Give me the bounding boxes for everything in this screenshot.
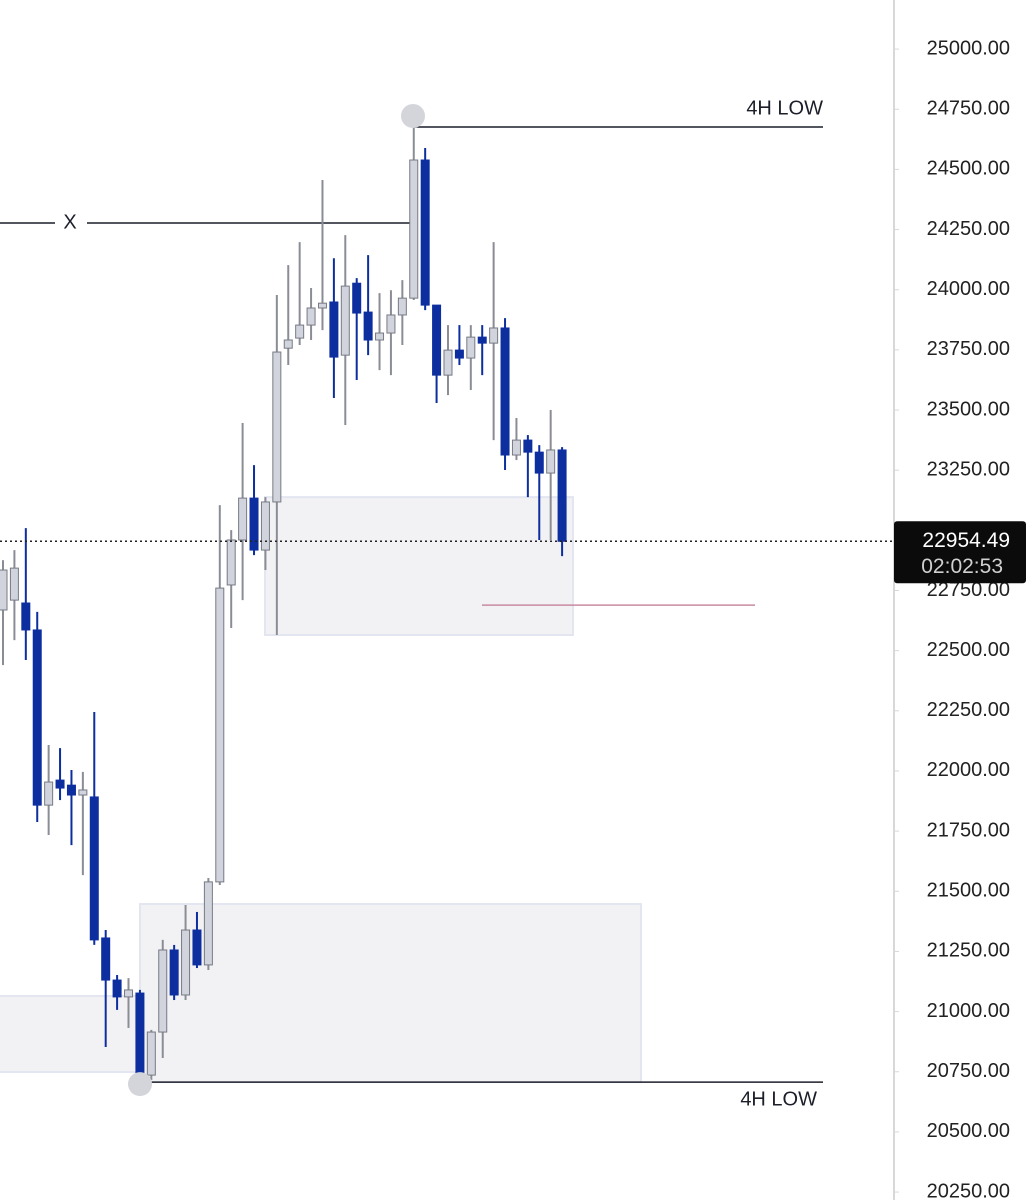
- candle-body: [409, 159, 419, 299]
- candle-body: [0, 569, 8, 611]
- candle-body: [352, 282, 362, 314]
- y-tick-label: 21000.00: [927, 1000, 1010, 1022]
- candle-body: [238, 497, 248, 541]
- candle-body: [386, 314, 396, 334]
- candle-body: [9, 567, 19, 601]
- candle-body: [295, 324, 305, 339]
- swing-marker: [401, 104, 425, 129]
- candle-body: [78, 789, 88, 796]
- candle-body: [489, 327, 499, 344]
- candle-body: [169, 949, 179, 996]
- candle-body: [32, 629, 42, 806]
- y-tick-label: 22500.00: [927, 639, 1010, 661]
- candle-body: [226, 539, 236, 586]
- candle-body: [500, 327, 510, 456]
- y-tick-label: 20500.00: [927, 1120, 1010, 1142]
- candle-body: [432, 304, 442, 376]
- candle-body: [363, 311, 373, 341]
- level-label: X: [63, 211, 76, 233]
- candle-body: [329, 301, 339, 358]
- candle-body: [101, 937, 111, 981]
- zone: [139, 903, 642, 1084]
- candle-body: [260, 501, 270, 551]
- zone: [264, 496, 574, 637]
- candle-body: [375, 332, 385, 341]
- candle-body: [454, 349, 464, 359]
- candle-body: [44, 781, 54, 806]
- y-tick-label: 23250.00: [927, 458, 1010, 480]
- y-tick-label: 23500.00: [927, 398, 1010, 420]
- candle-body: [55, 779, 65, 789]
- y-tick-label: 20250.00: [927, 1180, 1010, 1200]
- level-label: 4H LOW: [746, 97, 823, 119]
- y-tick-label: 22250.00: [927, 699, 1010, 721]
- price-box: [894, 521, 1026, 584]
- candle-body: [420, 159, 430, 306]
- candle-body: [215, 587, 225, 883]
- y-tick-label: 21500.00: [927, 880, 1010, 902]
- candle-body: [192, 929, 202, 966]
- candle-body: [511, 439, 521, 456]
- swing-marker: [128, 1072, 152, 1097]
- y-tick-label: 22750.00: [927, 579, 1010, 601]
- candle-body: [272, 351, 282, 503]
- y-tick-label: 24750.00: [927, 98, 1010, 120]
- candle-body: [66, 784, 76, 796]
- candle-body: [89, 796, 99, 941]
- candle-body: [124, 989, 134, 998]
- y-tick-label: 24250.00: [927, 218, 1010, 240]
- level-label: 4H LOW: [740, 1088, 817, 1110]
- candle-body: [306, 307, 316, 326]
- price-label: 22954.49: [922, 529, 1010, 552]
- y-tick-label: 22000.00: [927, 759, 1010, 781]
- candle-body: [112, 979, 122, 998]
- candle-body: [135, 992, 145, 1076]
- candle-body: [249, 497, 259, 551]
- y-tick-label: 21750.00: [927, 819, 1010, 841]
- candle-body: [317, 302, 327, 309]
- candle-body: [146, 1031, 156, 1076]
- y-tick-label: 21250.00: [927, 940, 1010, 962]
- candle-body: [340, 285, 350, 356]
- candle-body: [557, 449, 567, 542]
- y-tick-label: 20750.00: [927, 1060, 1010, 1082]
- candle-body: [546, 449, 556, 474]
- candle-body: [523, 439, 533, 453]
- y-tick-label: 24000.00: [927, 278, 1010, 300]
- price-timer: 02:02:53: [921, 555, 1003, 578]
- candle-body: [203, 881, 213, 966]
- y-tick-label: 23750.00: [927, 338, 1010, 360]
- candle-body: [443, 349, 453, 376]
- candle-body: [477, 336, 487, 344]
- candle-body: [181, 929, 191, 996]
- y-tick-label: 25000.00: [927, 37, 1010, 59]
- candle-body: [21, 602, 31, 631]
- candle-body: [534, 451, 544, 474]
- zone: [0, 994, 141, 1073]
- y-tick-label: 24500.00: [927, 158, 1010, 180]
- candle-body: [158, 949, 168, 1033]
- candle-body: [466, 336, 476, 359]
- candle-body: [397, 297, 407, 316]
- candle-body: [283, 339, 293, 349]
